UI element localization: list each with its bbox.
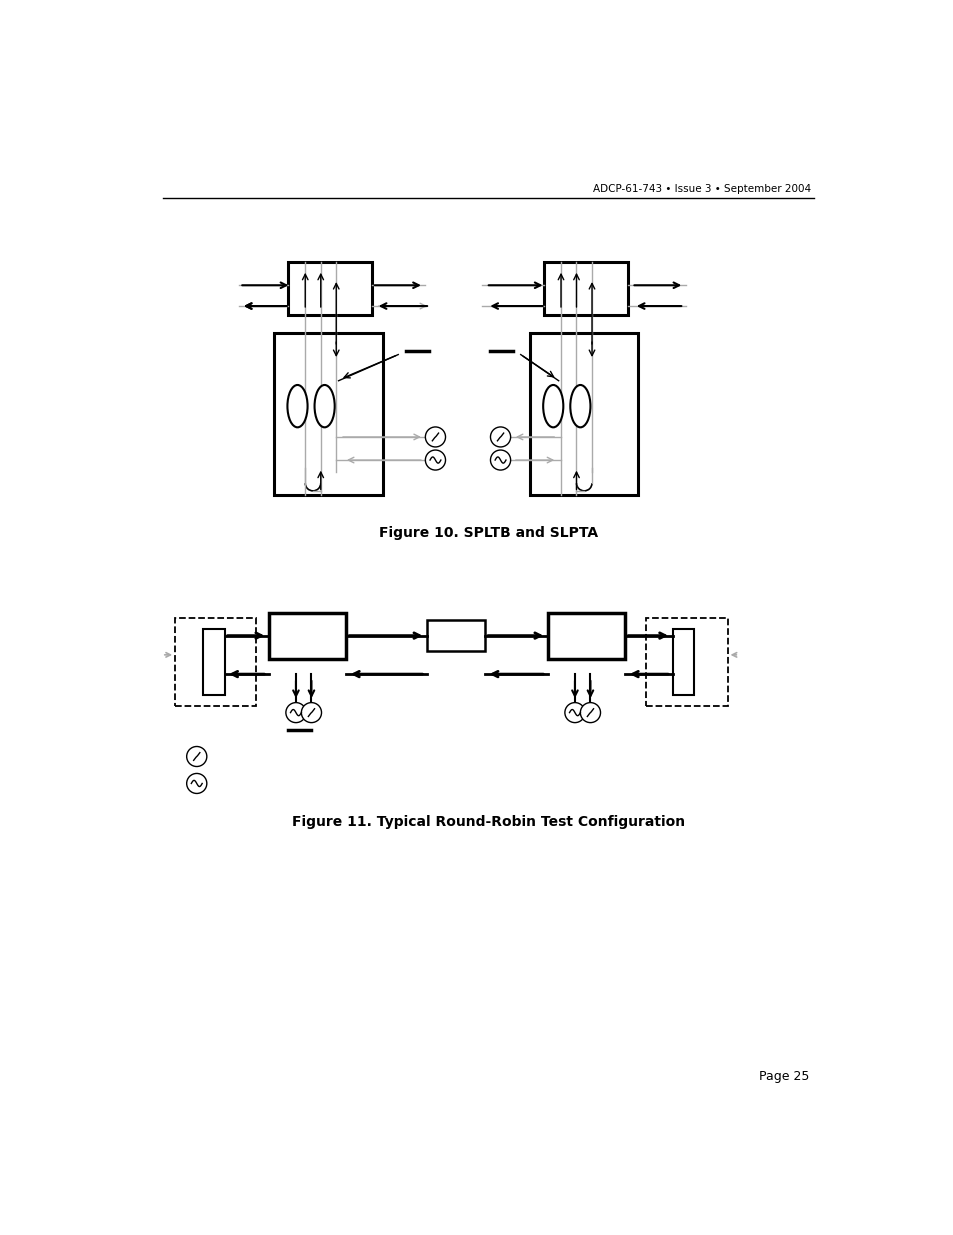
Ellipse shape xyxy=(579,703,599,722)
Bar xyxy=(427,620,484,651)
Text: Figure 10. SPLTB and SLPTA: Figure 10. SPLTB and SLPTA xyxy=(379,526,598,540)
Bar xyxy=(269,613,346,658)
Ellipse shape xyxy=(425,427,445,447)
Bar xyxy=(530,333,638,495)
Ellipse shape xyxy=(490,450,510,471)
Text: Page 25: Page 25 xyxy=(758,1070,808,1083)
Ellipse shape xyxy=(286,703,306,722)
Bar xyxy=(274,333,382,495)
Ellipse shape xyxy=(425,450,445,471)
Ellipse shape xyxy=(542,385,562,427)
Ellipse shape xyxy=(287,385,307,427)
Ellipse shape xyxy=(490,427,510,447)
Ellipse shape xyxy=(301,703,321,722)
Bar xyxy=(672,630,694,695)
Ellipse shape xyxy=(187,773,207,793)
Ellipse shape xyxy=(187,746,207,767)
Ellipse shape xyxy=(314,385,335,427)
Bar xyxy=(645,618,727,706)
Ellipse shape xyxy=(564,703,584,722)
Bar xyxy=(288,262,372,315)
Bar xyxy=(543,262,627,315)
Text: ADCP-61-743 • Issue 3 • September 2004: ADCP-61-743 • Issue 3 • September 2004 xyxy=(593,184,810,194)
Bar xyxy=(174,618,256,706)
Bar xyxy=(203,630,224,695)
Text: Figure 11. Typical Round-Robin Test Configuration: Figure 11. Typical Round-Robin Test Conf… xyxy=(292,815,685,829)
Ellipse shape xyxy=(570,385,590,427)
Bar xyxy=(547,613,624,658)
